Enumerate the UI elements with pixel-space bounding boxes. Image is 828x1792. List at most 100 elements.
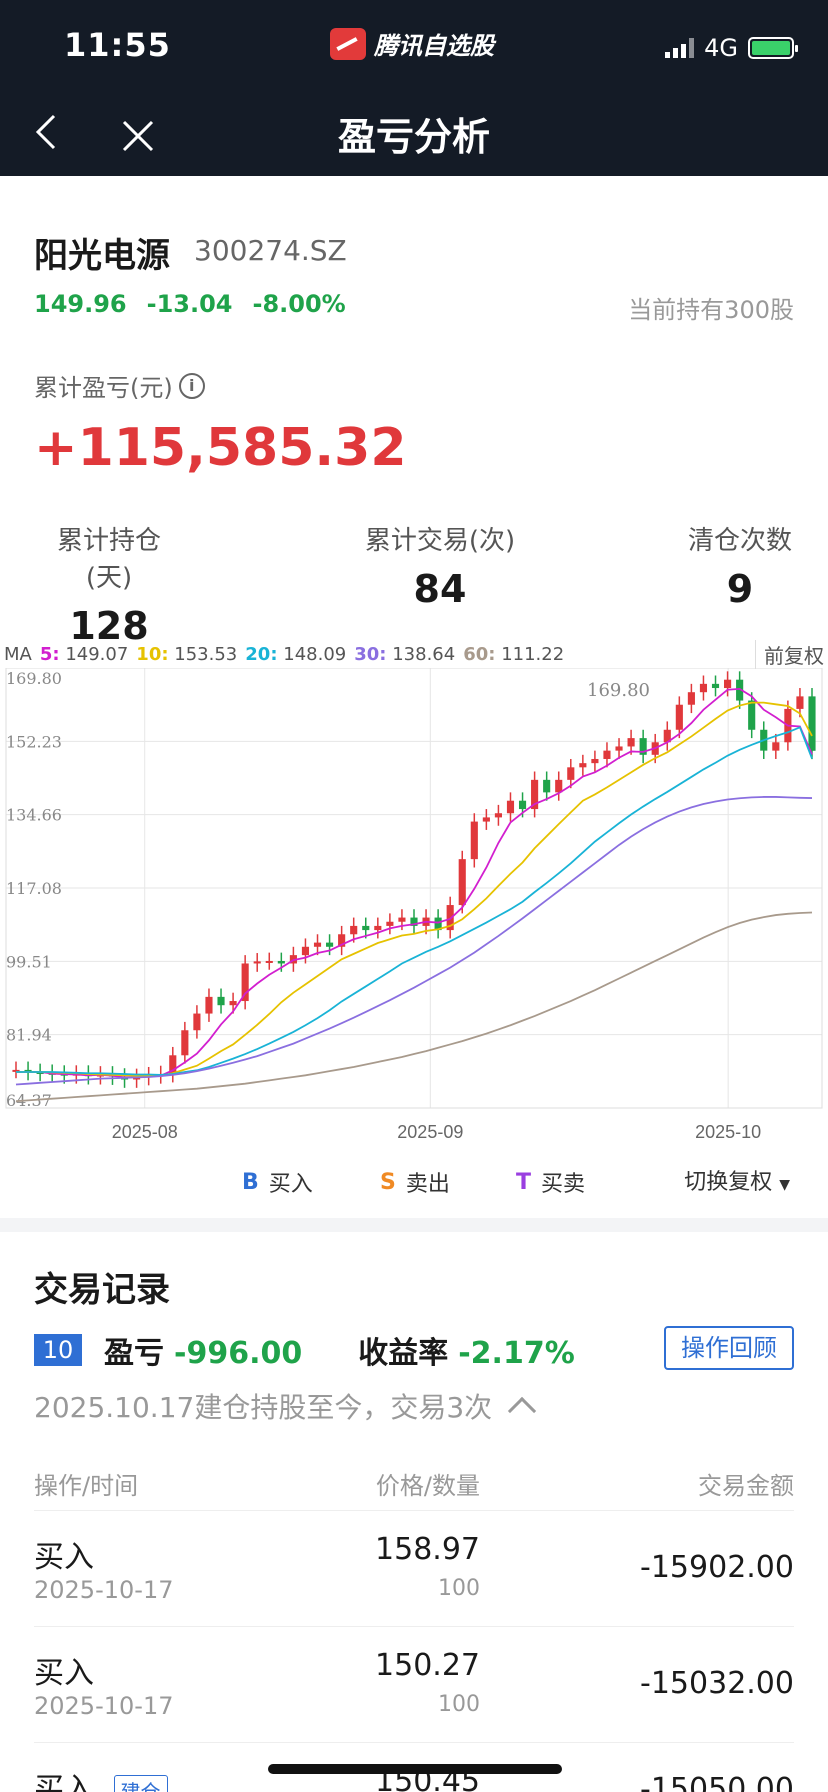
x-tick-label: 2025-09 xyxy=(397,1122,463,1142)
y-tick-label: 117.08 xyxy=(6,879,62,898)
trade-round-badge: 10 xyxy=(34,1334,82,1366)
stat-label: 累计持仓(天) xyxy=(56,526,161,593)
trade-amount: -15050.00 xyxy=(640,1772,794,1792)
row-divider xyxy=(34,1626,794,1627)
candle-body xyxy=(24,1069,32,1072)
cumulative-pnl-label-text: 累计盈亏(元) xyxy=(34,374,173,402)
candle-body xyxy=(434,917,442,931)
ma60-key: 60: xyxy=(463,644,496,665)
operation-review-button[interactable]: 操作回顾 xyxy=(664,1326,794,1370)
trade-price: 158.97 xyxy=(375,1532,480,1567)
trade-records-title: 交易记录 xyxy=(34,1270,170,1310)
y-tick-label: 134.66 xyxy=(6,806,62,825)
position-since-text: 2025.10.17建仓持股至今，交易3次 xyxy=(34,1391,493,1424)
candle-body xyxy=(169,1055,177,1075)
ma10-key: 10: xyxy=(136,644,169,665)
candle-body xyxy=(181,1030,189,1056)
ma10: 10: 153.53 xyxy=(136,644,237,665)
section-divider xyxy=(0,1218,828,1232)
candle-body xyxy=(241,963,249,1002)
ma20: 20: 148.09 xyxy=(245,644,346,665)
trade-pnl-label: 盈亏 xyxy=(104,1336,164,1371)
candle-body xyxy=(579,763,587,768)
switch-adjust-button[interactable]: 切换复权 ▼ xyxy=(684,1164,790,1196)
candle-body xyxy=(711,683,720,689)
legend-buy: B 买入 xyxy=(242,1166,313,1198)
candle-body xyxy=(506,800,515,814)
candle-body xyxy=(229,1001,237,1006)
ma-line-60 xyxy=(15,911,813,1103)
candle-body xyxy=(313,942,322,947)
trade-pnl: 盈亏 -996.00 xyxy=(104,1328,302,1372)
y-tick-label: 81.94 xyxy=(6,1026,52,1045)
candle-body xyxy=(531,779,539,810)
ma-line-5 xyxy=(16,687,813,1079)
ma60: 60: 111.22 xyxy=(463,644,564,665)
header-amount: 交易金额 xyxy=(698,1472,794,1500)
position-since[interactable]: 2025.10.17建仓持股至今，交易3次 xyxy=(34,1386,537,1426)
candle-body xyxy=(639,738,647,755)
stock-code: 300274.SZ xyxy=(194,234,347,267)
trade-rate-label: 收益率 xyxy=(358,1336,449,1371)
ma5-key: 5: xyxy=(39,644,60,665)
app-logo-icon xyxy=(330,27,366,60)
candle-body xyxy=(687,692,695,705)
candle-body xyxy=(748,700,756,730)
trade-type: 买入 xyxy=(34,1656,94,1691)
ma20-key: 20: xyxy=(245,644,278,665)
trade-amount: -15902.00 xyxy=(640,1550,794,1585)
ma30-key: 30: xyxy=(354,644,387,665)
trade-price: 150.27 xyxy=(375,1648,480,1683)
back-arrow-icon[interactable] xyxy=(32,112,62,152)
candle-body xyxy=(36,1071,44,1074)
stat-holding-days: 累计持仓(天) 128 xyxy=(34,520,184,648)
app-name: 腾讯自选股 xyxy=(374,32,494,60)
candle-body xyxy=(398,917,406,922)
holding-shares: 当前持有300股 xyxy=(628,296,794,324)
stock-name: 阳光电源 xyxy=(34,236,170,276)
candle-body xyxy=(253,961,261,964)
status-app-title: 腾讯自选股 xyxy=(330,26,494,61)
candle-body xyxy=(350,925,358,935)
top-bar: 11:55 腾讯自选股 4G 盈亏分析 xyxy=(0,0,828,176)
stat-value: 9 xyxy=(726,567,754,611)
header-operation-time: 操作/时间 xyxy=(34,1472,139,1500)
chart-frame xyxy=(5,668,823,1109)
candle-body xyxy=(494,813,502,818)
candle-body xyxy=(603,750,611,759)
legend-trade-label: 买卖 xyxy=(541,1172,586,1197)
signal-icon xyxy=(665,38,695,58)
candle-body xyxy=(338,934,346,947)
ma10-value: 153.53 xyxy=(174,644,238,665)
stat-label: 清仓次数 xyxy=(687,526,792,556)
legend-sell: S 卖出 xyxy=(380,1166,450,1198)
max-price-label: 169.80 xyxy=(587,680,650,701)
y-tick-label: 152.23 xyxy=(6,732,62,751)
candle-body xyxy=(555,779,563,793)
candle-body xyxy=(446,905,454,931)
ma-indicator-bar: MA 5: 149.07 10: 153.53 20: 148.09 30: 1… xyxy=(4,644,564,665)
ma30-value: 138.64 xyxy=(392,644,456,665)
candle-body xyxy=(326,942,334,947)
legend-trade-mark: T xyxy=(516,1169,532,1195)
page-title: 盈亏分析 xyxy=(337,115,490,159)
candle-body xyxy=(627,738,635,747)
cumulative-pnl-value: +115,585.32 xyxy=(34,418,407,478)
chevron-up-icon[interactable] xyxy=(507,1396,537,1426)
candle-body xyxy=(772,742,780,751)
trade-rate: 收益率 -2.17% xyxy=(358,1328,575,1372)
candle-body xyxy=(362,925,370,931)
forward-adjust-label[interactable]: 前复权 xyxy=(755,640,824,669)
ma-label: MA xyxy=(4,644,32,665)
close-icon[interactable] xyxy=(120,118,156,154)
candle-body xyxy=(205,996,213,1014)
battery-icon xyxy=(748,37,798,59)
candle-body xyxy=(567,767,575,780)
kline-chart[interactable]: 169.80152.23134.66117.0899.5181.9464.372… xyxy=(0,668,828,1148)
candle-body xyxy=(458,859,466,906)
ma-line-20 xyxy=(16,726,813,1076)
cumulative-pnl-label: 累计盈亏(元) i xyxy=(34,368,205,403)
candle-body xyxy=(12,1069,20,1072)
candle-body xyxy=(808,696,816,751)
info-icon[interactable]: i xyxy=(178,372,205,399)
